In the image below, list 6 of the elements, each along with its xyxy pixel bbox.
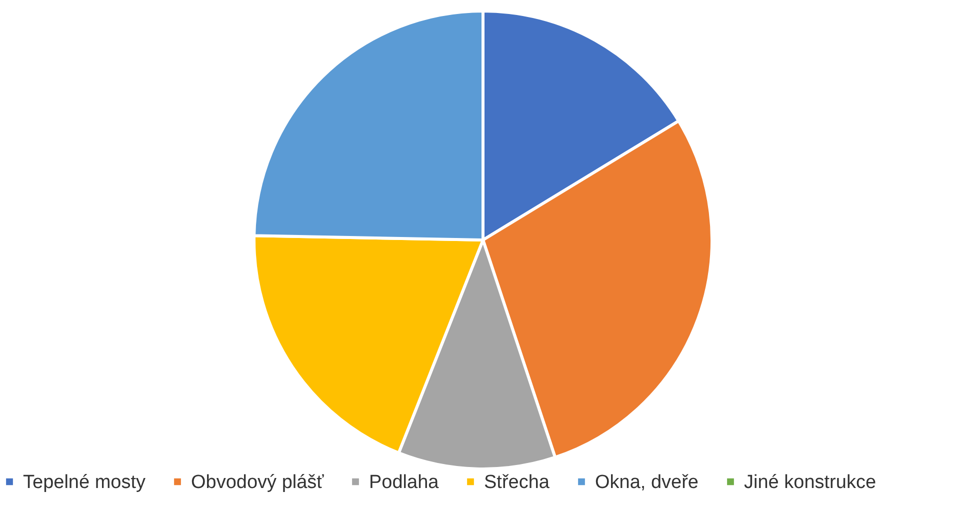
legend-label: Tepelné mosty: [23, 472, 146, 493]
legend-label: Okna, dveře: [595, 472, 698, 493]
legend-label: Obvodový plášť: [191, 472, 325, 493]
legend-label: Podlaha: [369, 472, 440, 493]
legend-label: Střecha: [484, 472, 550, 493]
legend-label: Jiné konstrukce: [744, 472, 876, 493]
